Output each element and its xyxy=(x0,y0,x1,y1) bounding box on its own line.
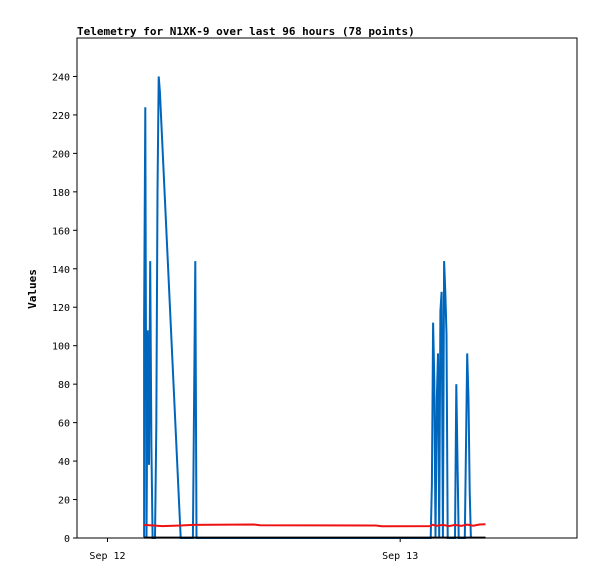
chart-title: Telemetry for N1XK-9 over last 96 hours … xyxy=(77,25,415,38)
x-tick-label: Sep 12 xyxy=(89,551,125,562)
y-tick-label: 200 xyxy=(52,149,70,160)
y-tick-label: 240 xyxy=(52,72,70,83)
x-tick-label: Sep 13 xyxy=(382,551,418,562)
y-tick-label: 20 xyxy=(58,496,70,507)
series-line-1 xyxy=(143,76,472,539)
y-tick-label: 180 xyxy=(52,188,70,199)
x-axis-ticks: Sep 12 Sep 13 xyxy=(89,538,418,562)
y-axis-ticks: 0 20 40 60 80 100 120 140 160 180 200 220 240 xyxy=(52,72,77,545)
y-tick-label: 220 xyxy=(52,111,70,122)
y-tick-label: 140 xyxy=(52,265,70,276)
y-tick-label: 80 xyxy=(58,380,70,391)
y-axis-label: Values xyxy=(26,269,39,309)
y-tick-label: 100 xyxy=(52,342,70,353)
y-tick-label: 120 xyxy=(52,303,70,314)
y-tick-label: 160 xyxy=(52,226,70,237)
y-tick-label: 0 xyxy=(64,534,70,545)
y-tick-label: 60 xyxy=(58,419,70,430)
series-line-2 xyxy=(144,523,486,528)
series-group xyxy=(143,76,486,539)
y-tick-label: 40 xyxy=(58,457,70,468)
